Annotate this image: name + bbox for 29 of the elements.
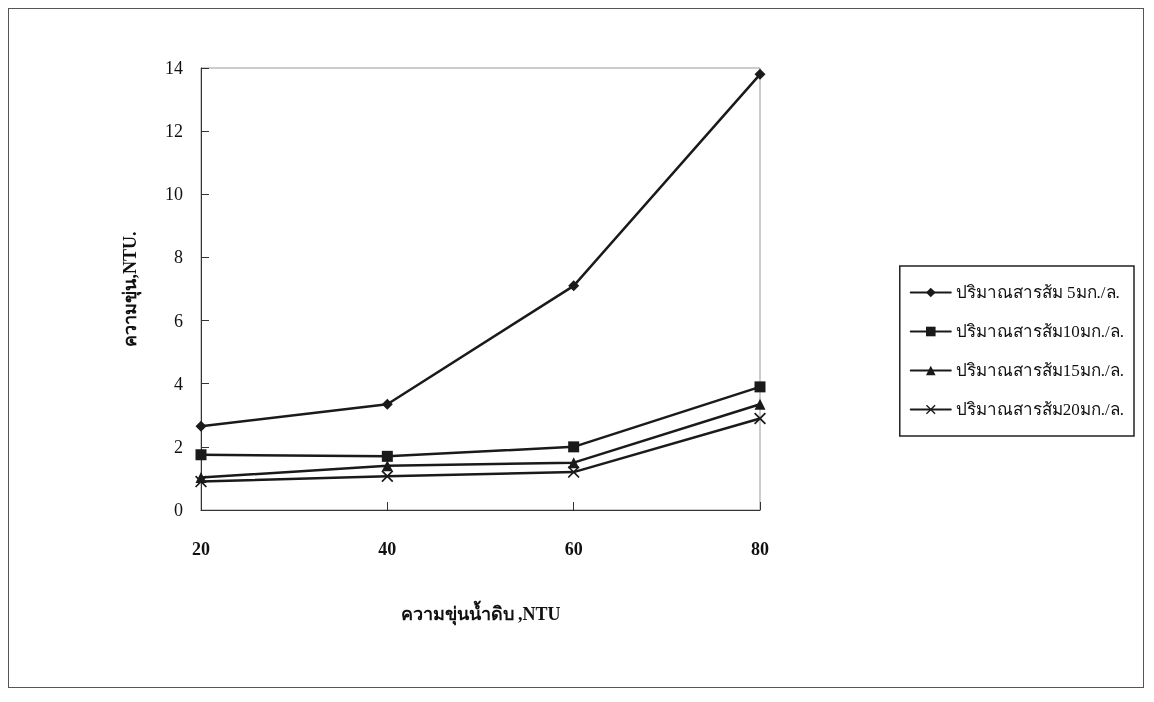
point [754, 398, 766, 410]
point [754, 68, 766, 80]
x-tick-label: 60 [564, 539, 583, 559]
x-tick-label: 20 [192, 539, 210, 559]
y-tick-label: 14 [165, 58, 183, 78]
y-tick-label: 4 [174, 373, 183, 394]
x-axis-title: ความขุ่นน้ำดิบ ,NTU [400, 600, 561, 626]
legend-label: ปริมาณสารส้ม15มก./ล. [955, 361, 1125, 380]
y-axis-title: ความขุ่น,NTU. [120, 231, 142, 347]
y-tick-label: 12 [165, 121, 183, 142]
point [381, 450, 393, 462]
point [381, 398, 393, 410]
point [568, 457, 580, 469]
legend-label: ปริมาณสารส้ม10มก./ล. [955, 322, 1125, 341]
y-tick-label: 10 [165, 184, 183, 205]
legend-label: ปริมาณสารส้ม 5มก./ล. [955, 283, 1120, 302]
point [754, 381, 766, 393]
legend-label: ปริมาณสารส้ม20มก./ล. [955, 400, 1125, 419]
point [381, 470, 394, 483]
y-tick-label: 0 [174, 500, 183, 520]
y-tick-label: 2 [174, 436, 183, 457]
point [195, 420, 207, 432]
point [568, 280, 580, 292]
x-tick-label: 80 [751, 539, 769, 559]
x-tick-label: 40 [378, 539, 397, 559]
y-tick-label: 8 [174, 247, 183, 268]
y-tick-label: 6 [174, 310, 183, 331]
point [195, 449, 207, 461]
point [568, 441, 580, 453]
